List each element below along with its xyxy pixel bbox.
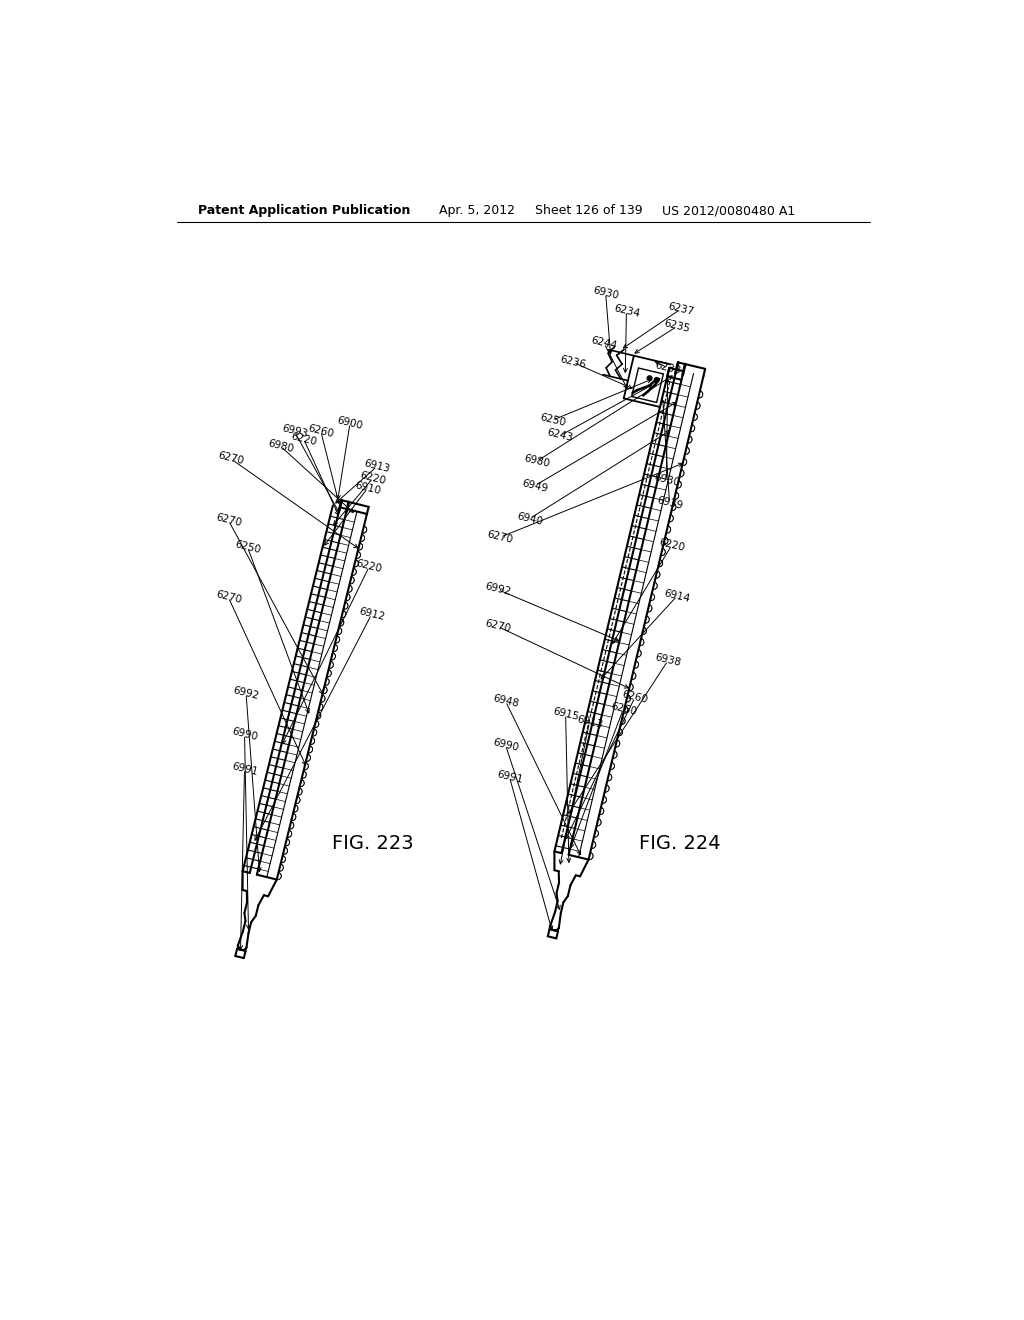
Text: 6260: 6260 (307, 422, 335, 440)
Text: 6220: 6220 (355, 558, 383, 574)
Text: 6220: 6220 (657, 537, 686, 553)
Text: 6260: 6260 (609, 701, 637, 717)
Text: 6980: 6980 (523, 453, 551, 469)
Text: FIG. 224: FIG. 224 (639, 834, 721, 853)
Text: 6220: 6220 (359, 470, 387, 486)
Text: FIG. 223: FIG. 223 (333, 834, 414, 853)
Text: 6912: 6912 (357, 606, 386, 622)
Text: 6243: 6243 (546, 428, 574, 444)
Text: 6260: 6260 (621, 689, 649, 705)
Text: 6930: 6930 (592, 285, 620, 301)
Text: 6992: 6992 (483, 582, 512, 598)
Text: 6244: 6244 (590, 335, 618, 351)
Text: US 2012/0080480 A1: US 2012/0080480 A1 (662, 205, 795, 218)
Circle shape (647, 376, 652, 380)
Text: 6991: 6991 (496, 768, 523, 784)
Text: 6270: 6270 (486, 529, 514, 545)
Text: 6270: 6270 (214, 512, 243, 528)
Text: 6237: 6237 (667, 301, 694, 317)
Text: 6939: 6939 (655, 495, 684, 511)
Text: 6220: 6220 (290, 432, 317, 447)
Text: 6270: 6270 (214, 589, 243, 606)
Text: 6915: 6915 (552, 706, 580, 722)
Text: 6250: 6250 (233, 540, 261, 556)
Text: 6993: 6993 (281, 424, 308, 440)
Text: 6980: 6980 (266, 438, 295, 454)
Text: 6270: 6270 (217, 450, 245, 467)
Text: 6913: 6913 (575, 714, 603, 730)
Text: 6992: 6992 (232, 685, 260, 701)
Text: 6940: 6940 (515, 511, 544, 527)
Text: 6913: 6913 (362, 458, 391, 474)
Text: 6990: 6990 (492, 738, 519, 752)
Text: 6949: 6949 (521, 478, 549, 494)
Text: 6233: 6233 (654, 360, 682, 376)
Text: 6991: 6991 (230, 762, 259, 777)
Text: 6900: 6900 (336, 416, 364, 432)
Text: 6250: 6250 (539, 412, 566, 428)
Text: 6910: 6910 (353, 480, 382, 496)
Text: Patent Application Publication: Patent Application Publication (199, 205, 411, 218)
Text: 6990: 6990 (230, 726, 258, 742)
Text: 6948: 6948 (492, 693, 519, 709)
Text: 6270: 6270 (484, 619, 512, 635)
Circle shape (654, 378, 659, 383)
Text: 6930: 6930 (652, 473, 681, 488)
Text: 6914: 6914 (664, 587, 691, 603)
Text: 6235: 6235 (664, 318, 691, 334)
Text: Apr. 5, 2012: Apr. 5, 2012 (438, 205, 514, 218)
Text: 6938: 6938 (654, 652, 682, 668)
Text: Sheet 126 of 139: Sheet 126 of 139 (535, 205, 642, 218)
Text: 6234: 6234 (612, 302, 640, 319)
Text: 6236: 6236 (559, 355, 588, 371)
